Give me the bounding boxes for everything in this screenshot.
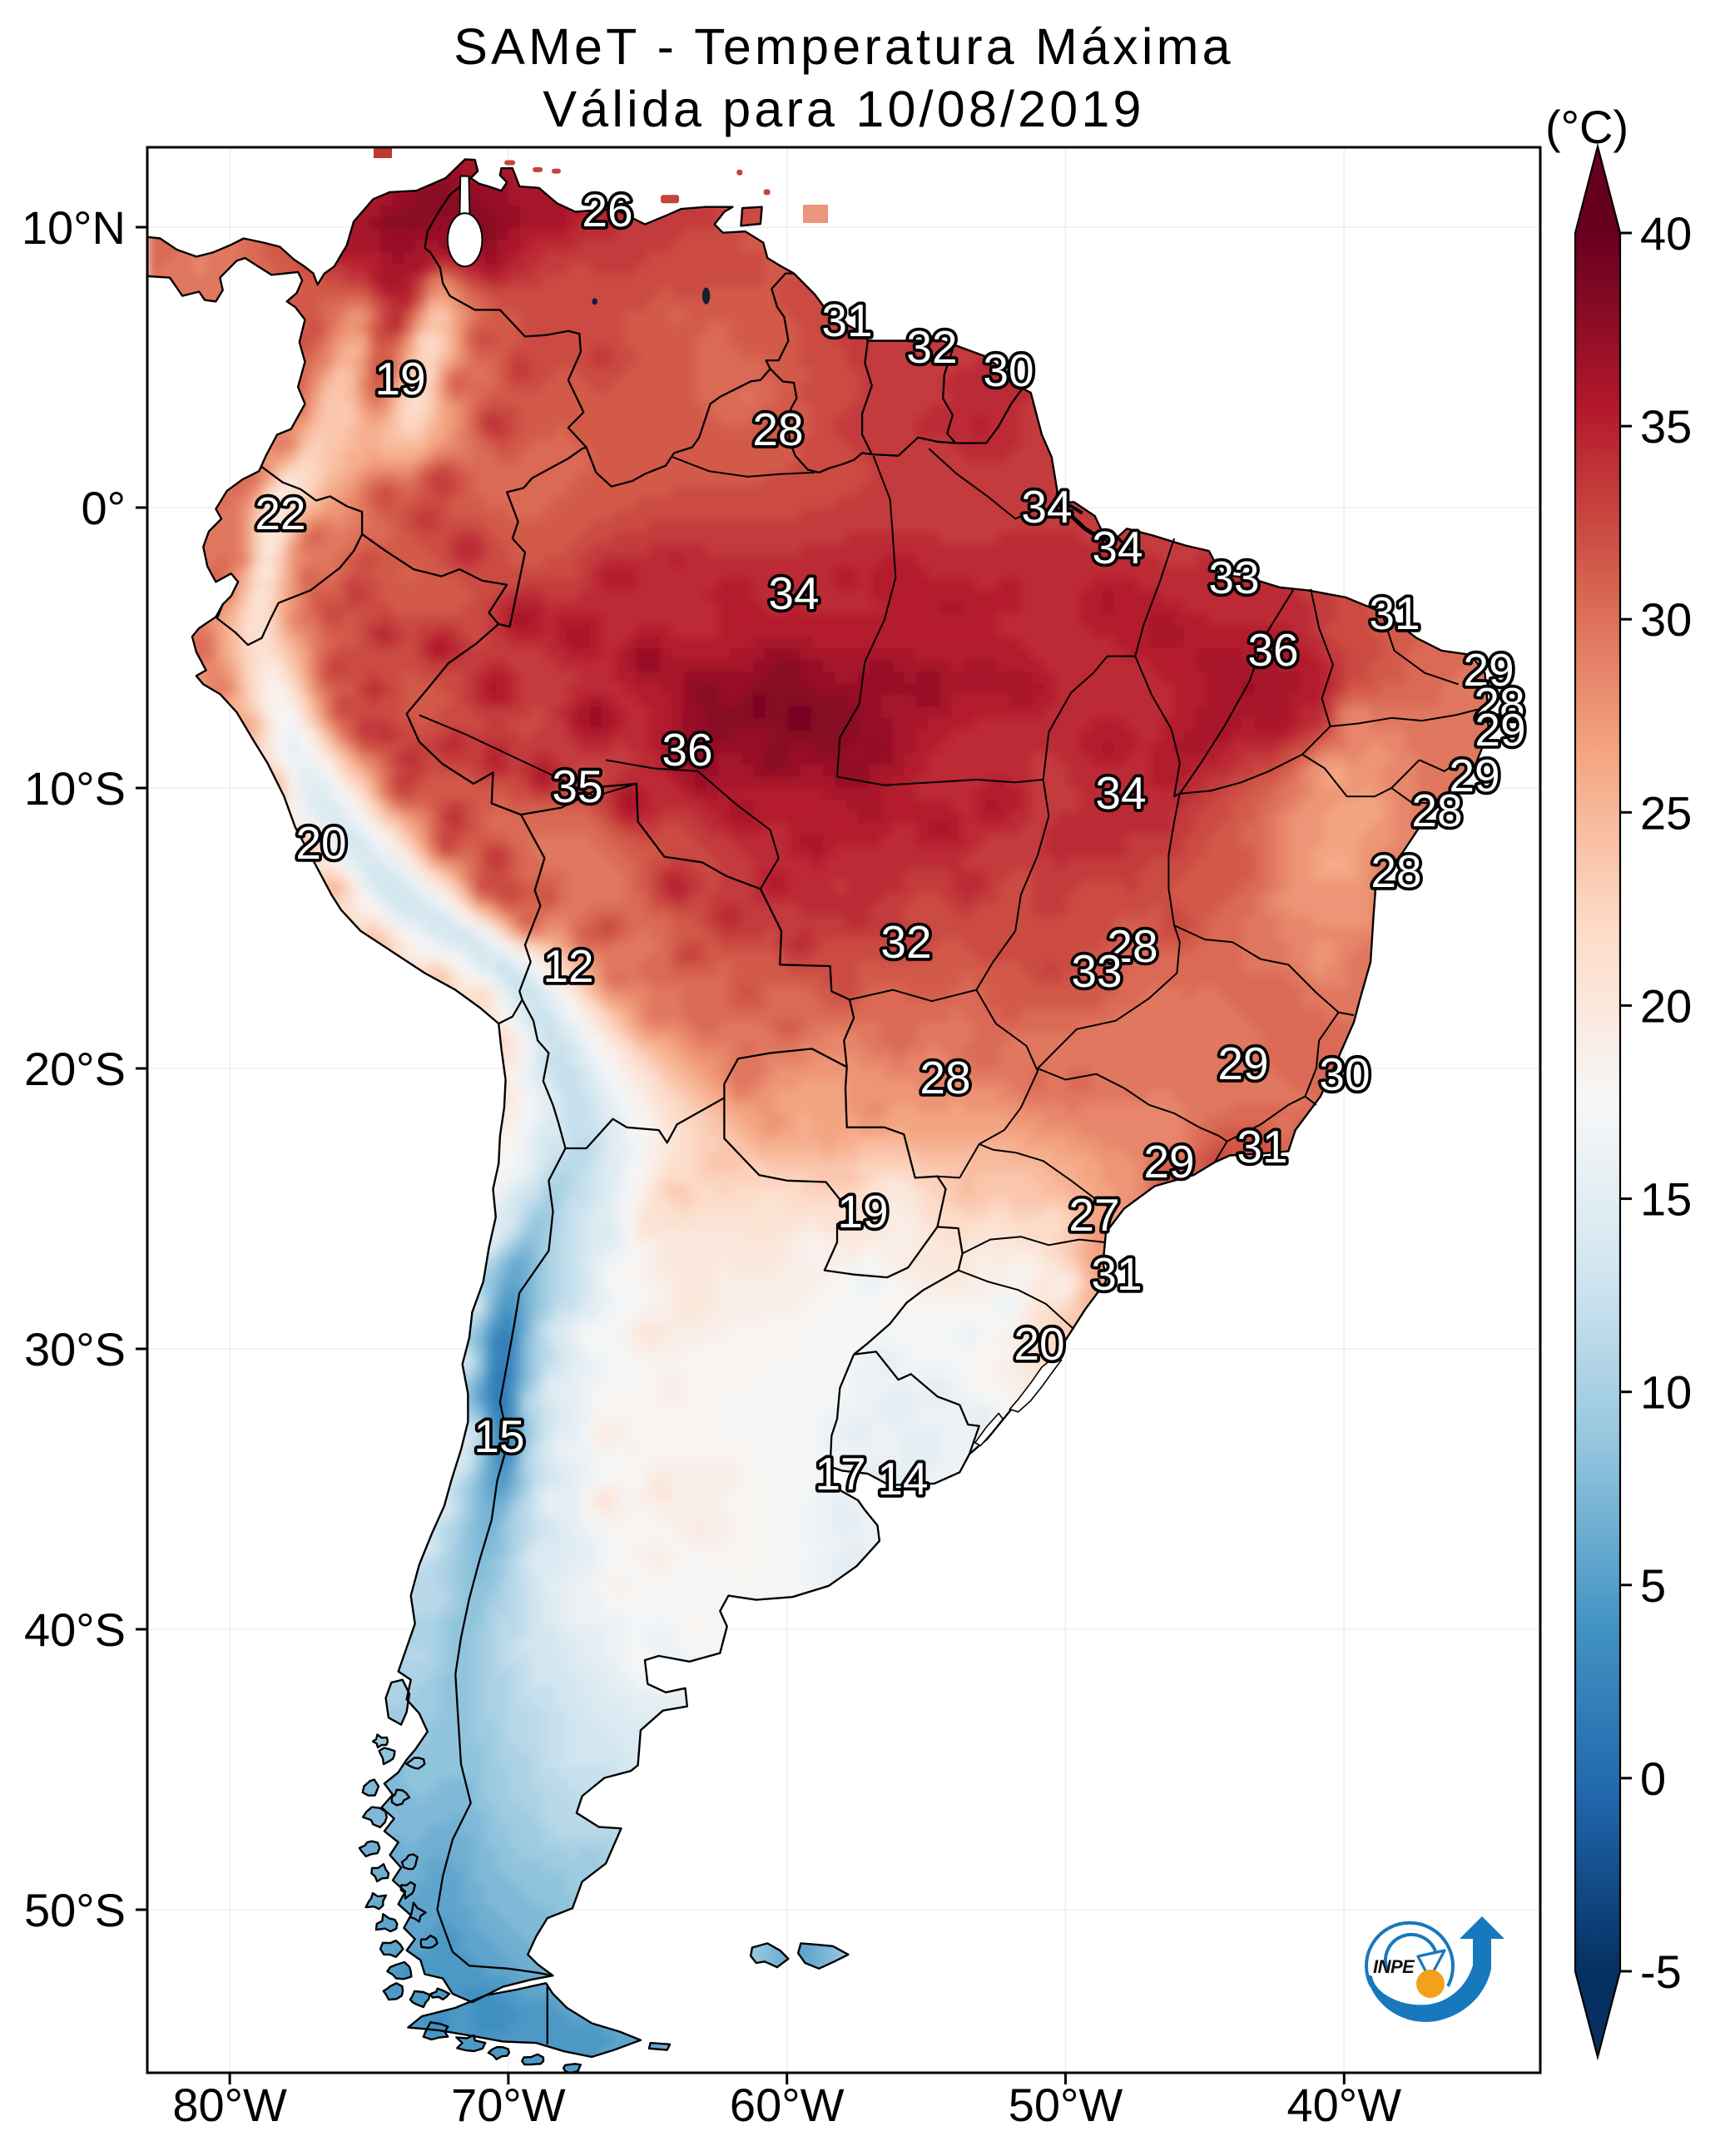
svg-text:Válida para 10/08/2019: Válida para 10/08/2019	[543, 81, 1144, 137]
svg-text:SAMeT - Temperatura Máxima: SAMeT - Temperatura Máxima	[454, 18, 1234, 75]
